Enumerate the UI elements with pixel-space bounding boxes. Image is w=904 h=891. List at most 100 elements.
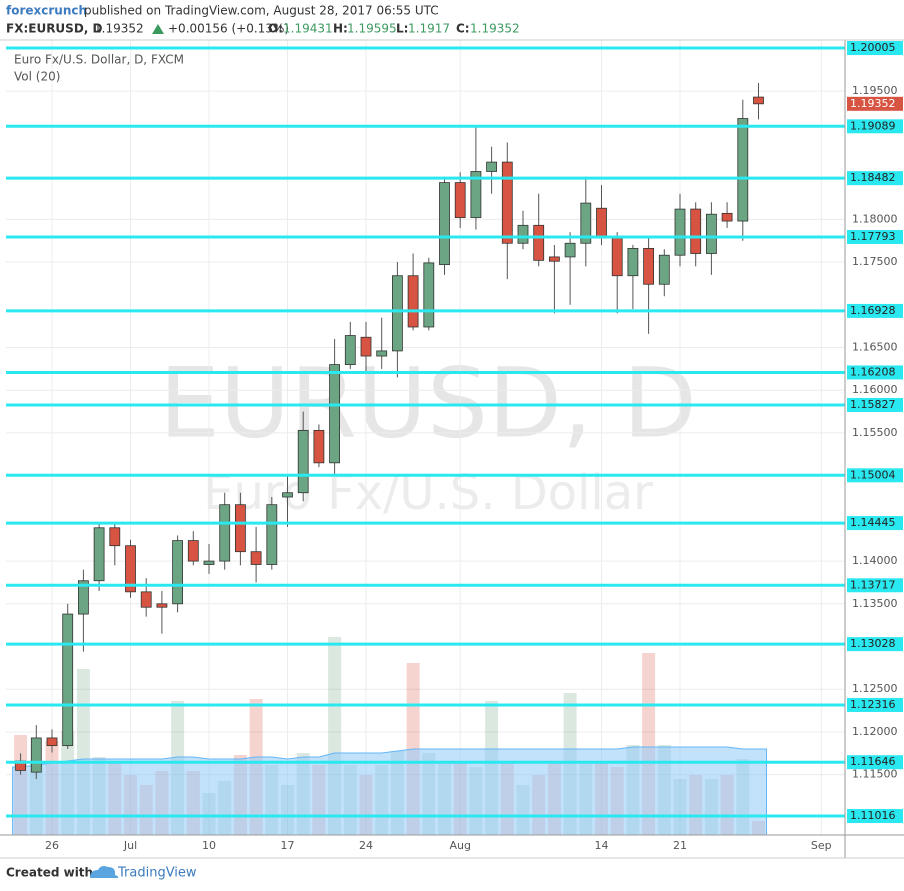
candle-body xyxy=(596,207,607,239)
level-label-box xyxy=(847,578,903,593)
low-label: L: xyxy=(396,22,408,36)
candle-body xyxy=(690,208,702,254)
candle-body xyxy=(517,224,529,244)
x-tick-label: 24 xyxy=(359,839,373,852)
y-tick-label: 1.13500 xyxy=(852,597,898,610)
level-label: 1.17793 xyxy=(850,230,896,243)
candle-body xyxy=(329,364,341,464)
up-arrow xyxy=(152,24,164,34)
candle-body xyxy=(423,262,435,328)
y-tick-label: 1.11500 xyxy=(852,768,898,781)
candle-body xyxy=(234,504,246,553)
candle-body xyxy=(501,161,513,244)
candle-body xyxy=(187,540,199,562)
candle-body xyxy=(344,335,356,365)
y-tick-label: 1.14000 xyxy=(852,554,898,567)
candle-body xyxy=(611,237,623,277)
candle-body xyxy=(674,208,686,256)
candle-body xyxy=(627,247,639,277)
level-label: 1.14445 xyxy=(850,516,896,529)
level-label: 1.13717 xyxy=(850,578,896,591)
candle-body xyxy=(407,275,419,328)
level-label-box xyxy=(847,637,903,652)
y-tick-label: 1.17500 xyxy=(852,255,898,268)
close-value: 1.19352 xyxy=(470,22,520,36)
candle-body xyxy=(360,336,372,357)
candle-body xyxy=(391,275,403,352)
level-label-box xyxy=(847,697,903,712)
candle-body xyxy=(706,213,717,254)
level-label-box xyxy=(847,230,903,245)
y-tick-label: 1.15500 xyxy=(852,426,898,439)
candle-body xyxy=(140,591,152,608)
chart-title: Euro Fx/U.S. Dollar, D, FXCM xyxy=(14,53,184,67)
x-tick-label: Sep xyxy=(811,839,832,852)
tv-logo xyxy=(90,866,119,878)
level-label: 1.13028 xyxy=(850,637,896,650)
level-label: 1.11646 xyxy=(850,755,896,768)
candle-body xyxy=(30,737,42,773)
level-label: 1.15827 xyxy=(850,398,896,411)
candle-body xyxy=(219,504,231,562)
footer-brand[interactable]: TradingView xyxy=(117,866,197,881)
footer-created: Created with xyxy=(6,866,93,880)
x-tick-label: 10 xyxy=(202,839,216,852)
level-label: 1.18482 xyxy=(850,171,896,184)
level-label-box xyxy=(847,755,903,770)
level-label-box xyxy=(847,397,903,412)
level-label: 1.16208 xyxy=(850,365,896,378)
candle-body xyxy=(46,737,58,747)
candle-body xyxy=(172,540,184,605)
y-tick-label: 1.16000 xyxy=(852,383,898,396)
symbol: FX:EURUSD, D xyxy=(6,22,103,36)
y-tick-label: 1.19500 xyxy=(852,84,898,97)
x-tick-label: 17 xyxy=(281,839,295,852)
candle-body xyxy=(203,560,215,565)
candle-body xyxy=(313,429,325,464)
candle-body xyxy=(125,545,136,593)
close-label: C: xyxy=(456,22,470,36)
level-label-box xyxy=(847,516,903,531)
level-label: 1.12316 xyxy=(850,698,896,711)
x-tick-label: Aug xyxy=(449,839,470,852)
x-tick-label: 26 xyxy=(45,839,59,852)
level-label: 1.19089 xyxy=(850,119,896,132)
level-label-box xyxy=(847,119,903,134)
candle-body xyxy=(643,247,654,285)
level-label: 1.16928 xyxy=(850,304,896,317)
x-tick-label: 14 xyxy=(595,839,609,852)
candle-body xyxy=(156,603,168,608)
last-price-label: 1.19352 xyxy=(850,97,896,110)
candle-body xyxy=(93,527,105,582)
level-label-box xyxy=(847,303,903,318)
last-price-box xyxy=(847,96,903,111)
candle-body xyxy=(282,492,293,498)
level-label-box xyxy=(847,468,903,483)
volume-ma-area xyxy=(12,746,767,836)
candle-body xyxy=(753,96,764,105)
x-tick-label: Jul xyxy=(123,839,137,852)
brand[interactable]: forexcrunch xyxy=(6,4,87,18)
candle-body xyxy=(376,350,388,357)
x-tick-label: 21 xyxy=(673,839,687,852)
open-label: O: xyxy=(268,22,283,36)
candle-body xyxy=(737,118,749,222)
watermark-symbol: EURUSD, D xyxy=(159,347,697,459)
candle-body xyxy=(109,527,121,547)
level-label-box xyxy=(847,365,903,380)
level-label: 1.15004 xyxy=(850,468,896,481)
candle-body xyxy=(470,171,482,219)
candle-body xyxy=(78,580,89,615)
candle-body xyxy=(564,242,576,258)
candle-body xyxy=(486,161,498,172)
y-tick-label: 1.12000 xyxy=(852,725,898,738)
high-label: H: xyxy=(333,22,348,36)
candle-body xyxy=(266,504,278,565)
high-value: 1.19595 xyxy=(347,22,397,36)
y-tick-label: 1.12500 xyxy=(852,682,898,695)
open-value: 1.19431 xyxy=(283,22,333,36)
candle-body xyxy=(549,256,560,262)
